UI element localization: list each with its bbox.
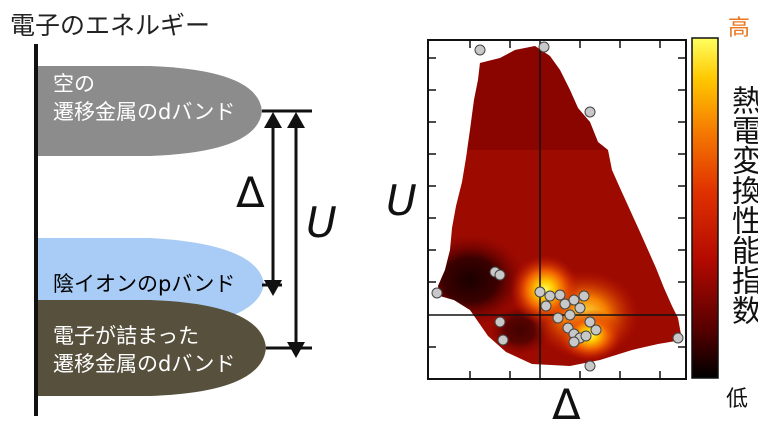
- colorbar-low-label: 低: [726, 387, 749, 412]
- band-empty-d-label: 空の 遷移金属のdバンド: [53, 70, 235, 126]
- band-empty-d-label-line1: 空の: [53, 72, 95, 96]
- energy-axis-line: [34, 44, 38, 416]
- delta-symbol: Δ: [236, 168, 265, 217]
- band-filled-d-label-line2: 遷移金属のdバンド: [53, 352, 236, 376]
- band-filled-d-label: 電子が詰まった 遷移金属のdバンド: [53, 322, 235, 378]
- delta-arrow-head-up: [264, 112, 282, 128]
- colorbar-title: 熱電変換性能指数: [726, 85, 758, 325]
- band-empty-d-label-line2: 遷移金属のdバンド: [53, 100, 236, 124]
- energy-title: 電子のエネルギー: [10, 11, 211, 40]
- band-filled-d: [38, 300, 266, 396]
- heatmap-area: [438, 46, 682, 366]
- band-filled-d-label-line1: 電子が詰まった: [53, 324, 200, 348]
- heatmap-frame: [427, 39, 687, 380]
- u-symbol: U: [306, 198, 337, 247]
- diagram-graphics: [38, 37, 719, 396]
- delta-arrow-head-down: [264, 280, 282, 296]
- u-arrow-head-down: [287, 342, 305, 358]
- colorbar-gradient: [691, 37, 719, 379]
- band-empty-d: [38, 66, 262, 156]
- u-arrow-head-up: [287, 112, 305, 128]
- heatmap-x-axis-label: Δ: [552, 380, 581, 429]
- heatmap-y-axis-label: U: [386, 176, 417, 225]
- heatmap-points: [431, 41, 684, 372]
- band-anion-p-label: 陰イオンのpバンド: [53, 272, 236, 296]
- heatmap-ticks: [428, 40, 686, 379]
- colorbar-high-label: 高: [728, 16, 751, 41]
